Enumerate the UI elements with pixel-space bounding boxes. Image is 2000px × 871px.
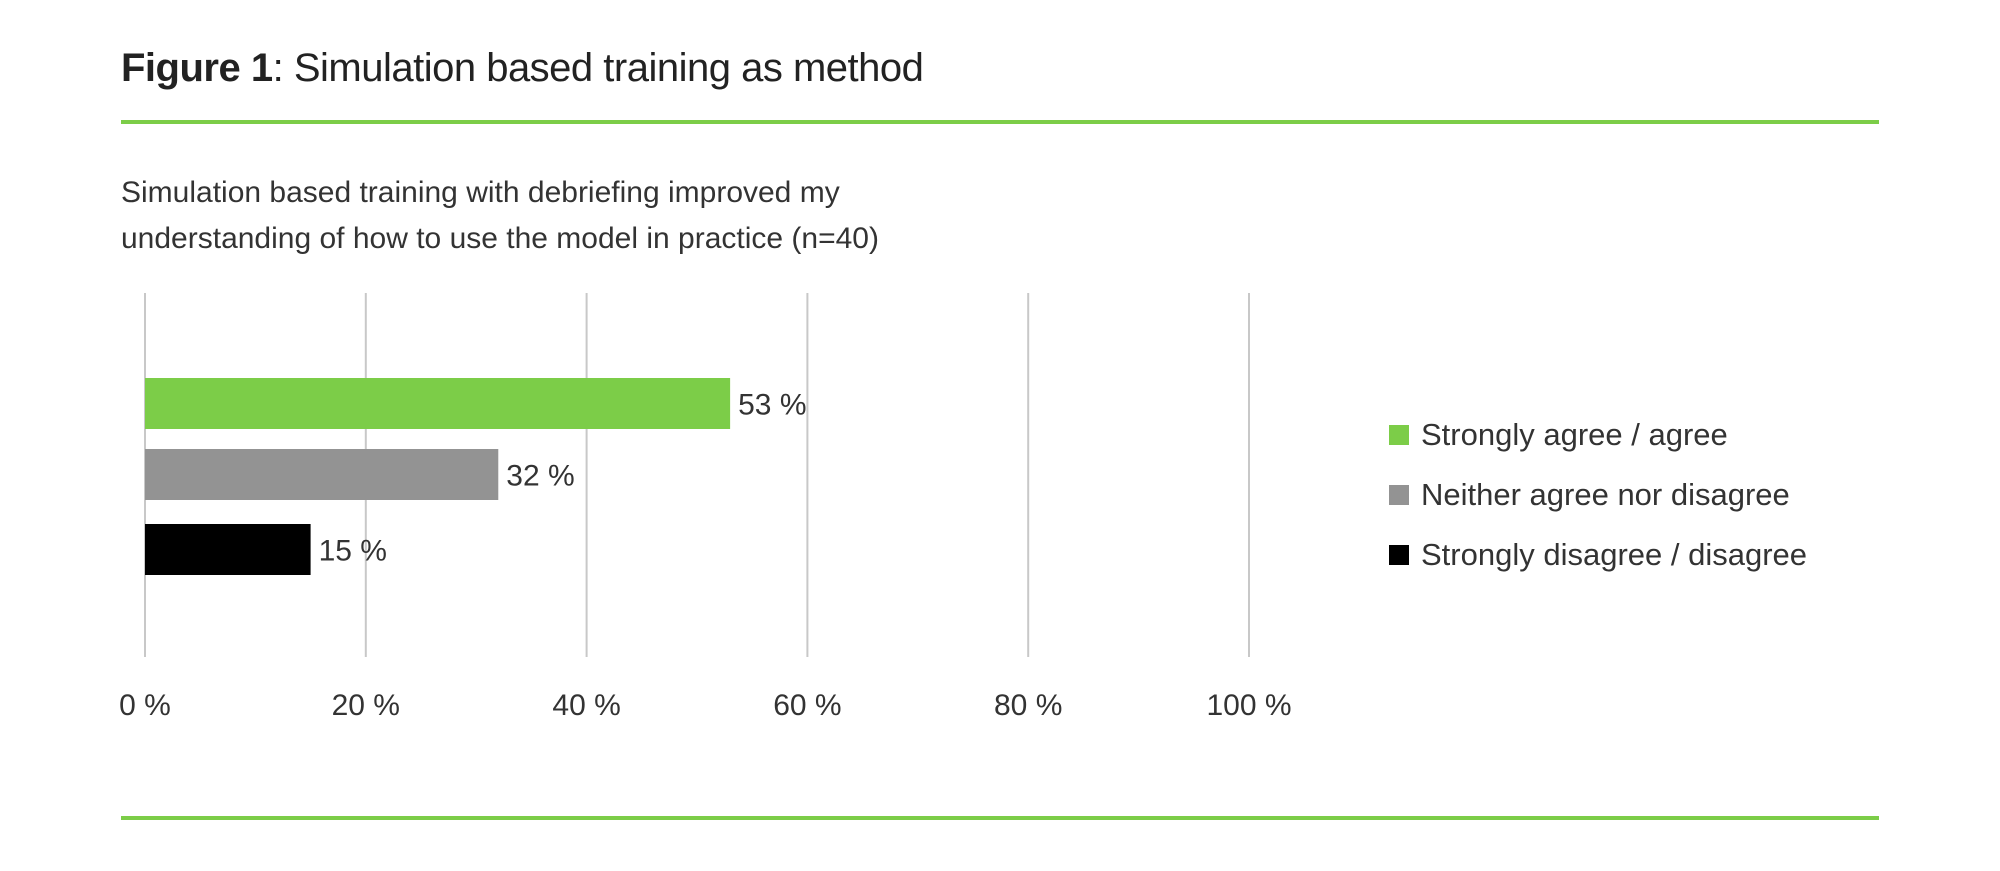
legend-swatch: [1389, 425, 1409, 445]
figure-label: Figure 1: [121, 46, 273, 90]
figure-title: Figure 1: Simulation based training as m…: [121, 46, 924, 91]
legend-swatch: [1389, 545, 1409, 565]
x-tick-label: 20 %: [332, 689, 400, 722]
subtitle-line-2: understanding of how to use the model in…: [121, 222, 879, 255]
bar-data-label: 15 %: [319, 535, 387, 568]
bar-data-label: 53 %: [738, 389, 806, 422]
legend-item: Strongly disagree / disagree: [1389, 525, 1807, 585]
legend-swatch: [1389, 485, 1409, 505]
top-divider: [121, 120, 1879, 124]
legend-label: Neither agree nor disagree: [1421, 477, 1790, 512]
x-tick-label: 0 %: [119, 689, 171, 722]
bottom-divider: [121, 816, 1879, 820]
legend-label: Strongly agree / agree: [1421, 417, 1728, 452]
figure-title-text: : Simulation based training as method: [272, 46, 924, 90]
x-tick-label: 60 %: [773, 689, 841, 722]
bar: [145, 378, 731, 429]
bar-data-label: 32 %: [506, 460, 574, 493]
legend-item: Neither agree nor disagree: [1389, 465, 1807, 525]
x-tick-label: 100 %: [1206, 689, 1291, 722]
bar: [145, 524, 311, 575]
subtitle-line-1: Simulation based training with debriefin…: [121, 176, 840, 209]
x-tick-label: 40 %: [552, 689, 620, 722]
chart-subtitle: Simulation based training with debriefin…: [121, 170, 1121, 262]
legend-label: Strongly disagree / disagree: [1421, 537, 1808, 572]
legend: Strongly agree / agree Neither agree nor …: [1389, 405, 1807, 585]
legend-item: Strongly agree / agree: [1389, 405, 1807, 465]
bar: [145, 449, 499, 500]
x-tick-label: 80 %: [994, 689, 1062, 722]
